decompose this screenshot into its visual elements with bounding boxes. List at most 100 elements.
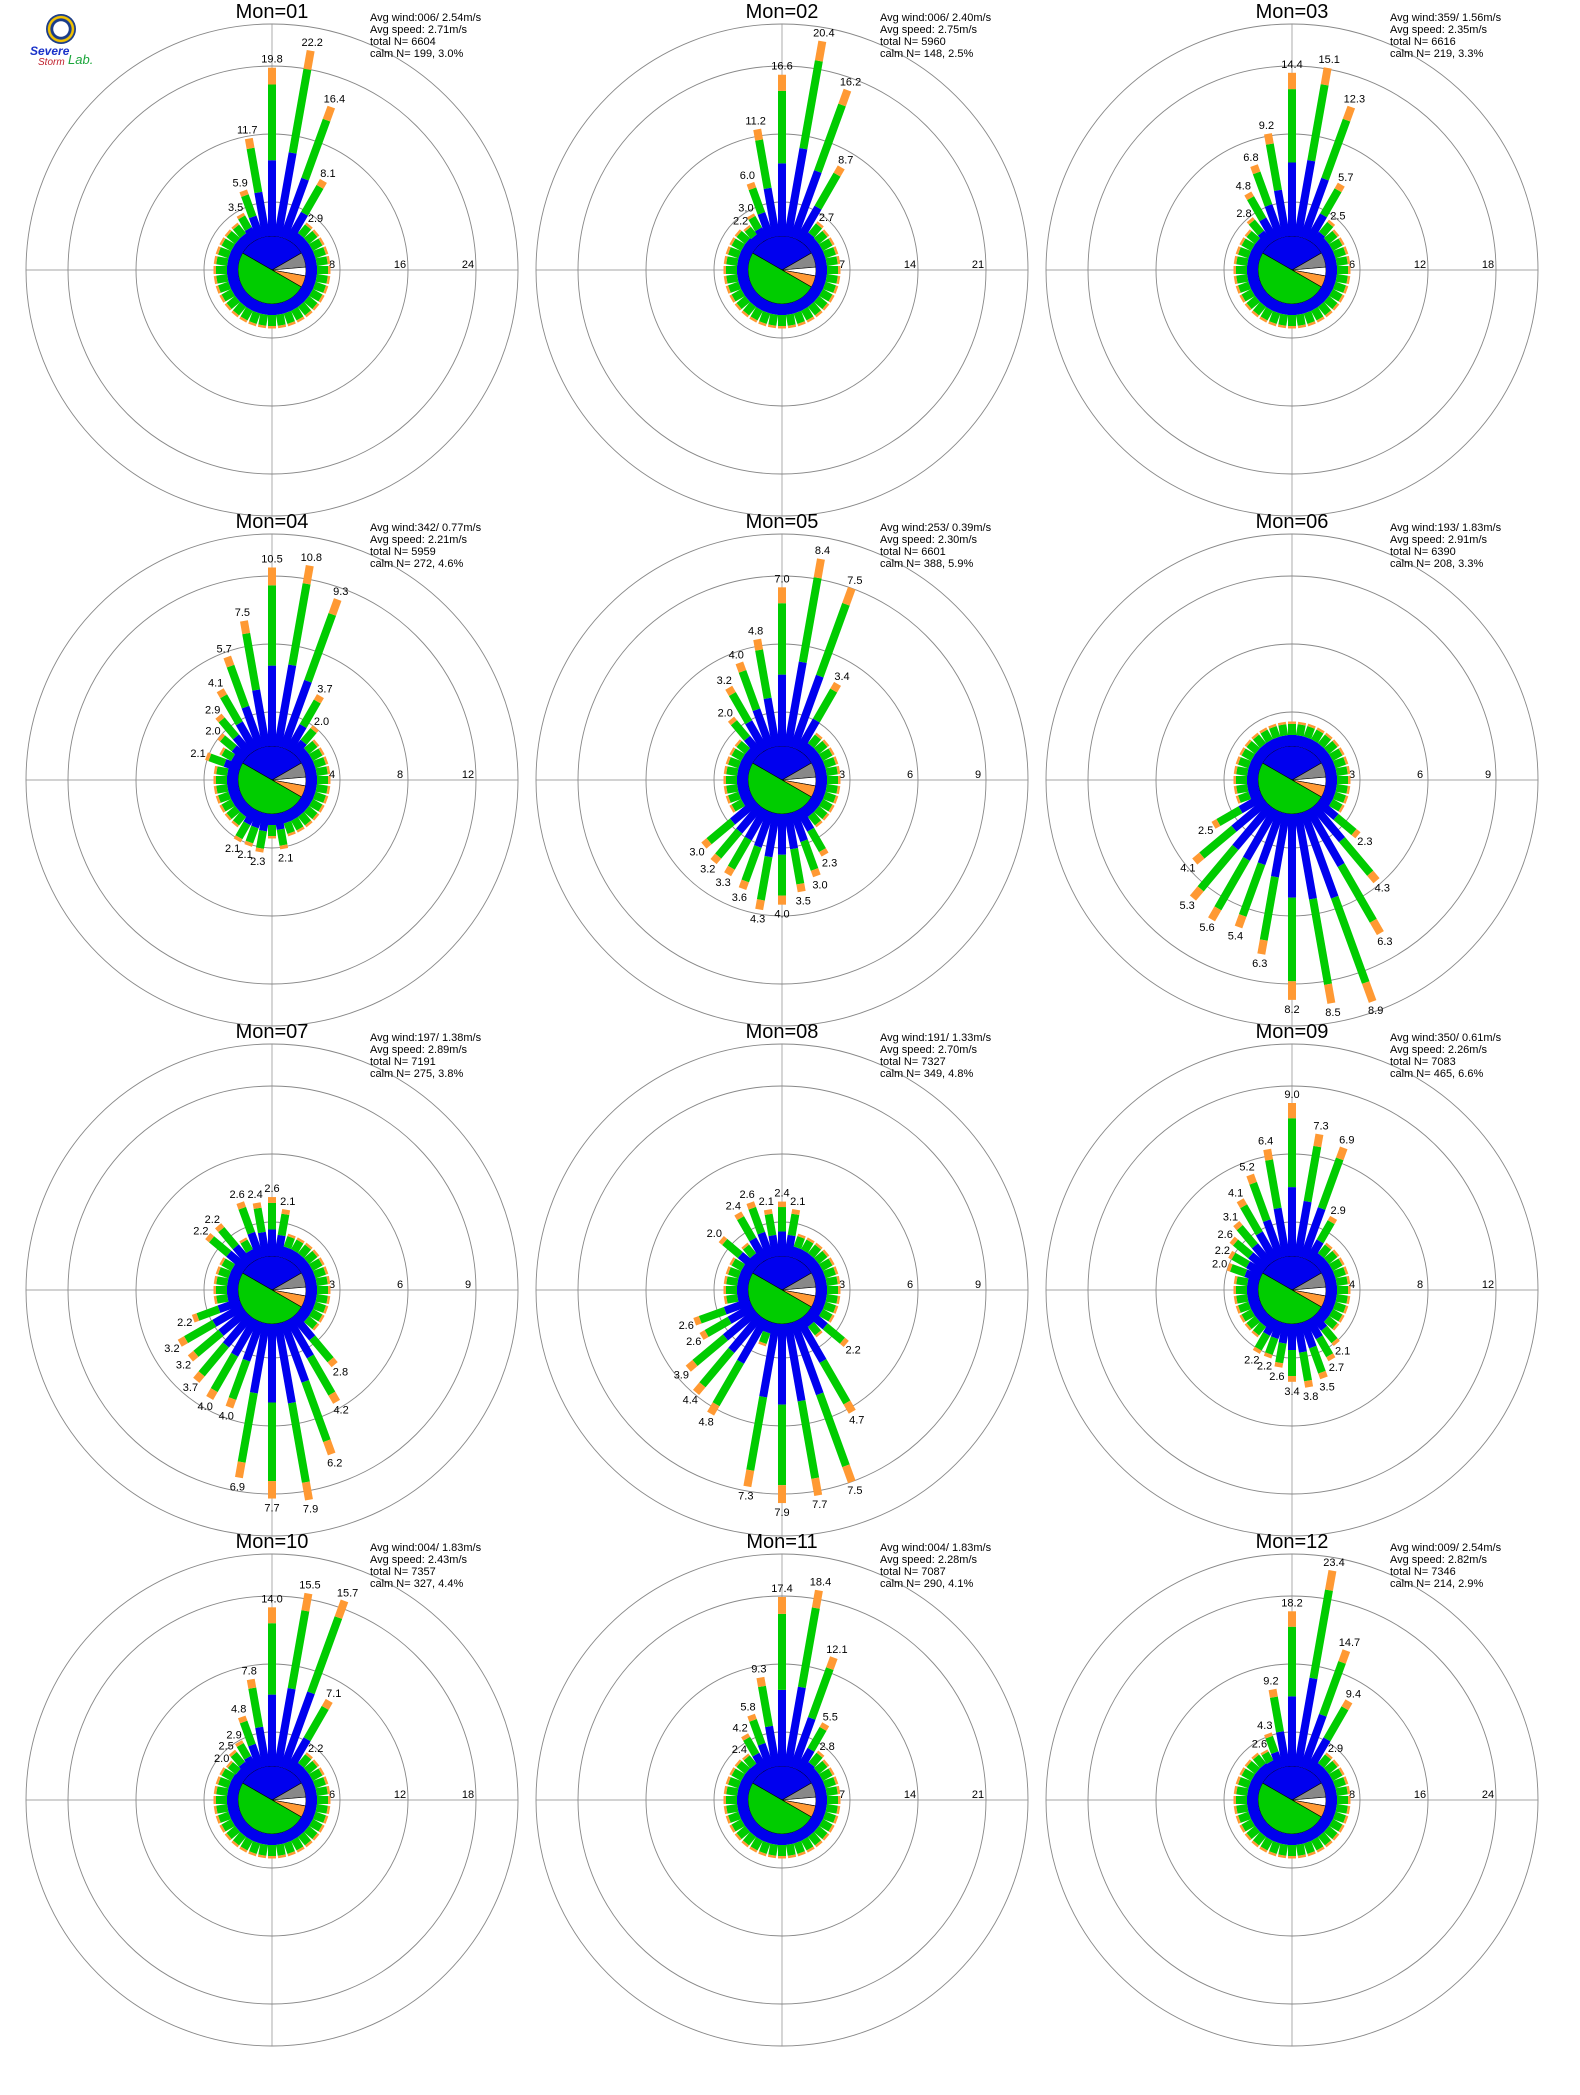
spoke-segment-blue xyxy=(788,1235,792,1256)
spoke-segment-green xyxy=(1336,260,1347,262)
spoke-value-label: 4.2 xyxy=(333,1405,348,1417)
spoke-segment-green xyxy=(1313,1590,1329,1678)
spoke-segment-blue xyxy=(794,302,798,312)
spoke-segment-green xyxy=(1336,1790,1347,1792)
spoke-segment-orange xyxy=(744,313,746,315)
spoke-segment-green xyxy=(1307,312,1311,322)
spoke-segment-orange xyxy=(738,1213,741,1218)
spoke-segment-green xyxy=(763,1842,767,1852)
spoke-segment-orange xyxy=(1264,1751,1265,1753)
spoke-value-label: 16.2 xyxy=(840,77,861,89)
spoke-segment-green xyxy=(295,1839,301,1849)
spoke-segment-green xyxy=(739,1764,747,1771)
spoke-segment-green xyxy=(244,1241,250,1251)
spoke-segment-orange xyxy=(1239,915,1243,927)
spoke-segment-blue xyxy=(1275,1753,1281,1768)
spoke-value-label: 2.4 xyxy=(774,1188,789,1200)
spoke-value-label: 3.1 xyxy=(1223,1212,1238,1224)
spoke-segment-orange xyxy=(1241,1318,1243,1319)
spoke-segment-orange xyxy=(1254,1333,1256,1335)
spoke-segment-green xyxy=(262,314,264,325)
panel-title: Mon=09 xyxy=(1256,1021,1329,1043)
spoke-segment-orange xyxy=(1237,289,1239,290)
spoke-segment-blue xyxy=(738,276,749,278)
spoke-segment-green xyxy=(287,822,291,832)
spoke-segment-orange xyxy=(327,107,332,120)
spoke-segment-green xyxy=(236,814,243,822)
spoke-segment-green xyxy=(739,744,747,751)
spoke-segment-green xyxy=(1239,1781,1249,1785)
spoke-segment-green xyxy=(307,1708,325,1739)
spoke-segment-orange xyxy=(1341,1318,1343,1319)
ring-label: 8 xyxy=(397,769,403,781)
spoke-segment-green xyxy=(1334,1781,1344,1785)
spoke-segment-orange xyxy=(243,1849,244,1851)
spoke-segment-green xyxy=(1237,788,1248,790)
spoke-segment-orange xyxy=(825,232,827,234)
spoke-segment-blue xyxy=(264,1833,266,1844)
info-line: calm N= 219, 3.3% xyxy=(1390,48,1483,60)
spoke-segment-green xyxy=(1249,1319,1257,1326)
spoke-segment-green xyxy=(1249,1764,1257,1771)
spoke-segment-orange xyxy=(1267,1149,1269,1160)
spoke-segment-orange xyxy=(218,716,221,720)
spoke-segment-orange xyxy=(815,1478,818,1495)
spoke-segment-orange xyxy=(217,799,219,800)
spoke-segment-green xyxy=(223,242,233,248)
spoke-segment-orange xyxy=(221,751,223,752)
spoke-segment-green xyxy=(826,1790,837,1792)
spoke-value-label: 9.0 xyxy=(1284,1089,1299,1101)
spoke-segment-orange xyxy=(1311,725,1312,727)
spoke-segment-green xyxy=(811,1834,818,1842)
spoke-segment-orange xyxy=(1345,760,1347,761)
spoke-segment-orange xyxy=(801,323,802,325)
spoke-segment-green xyxy=(253,312,257,322)
spoke-segment-blue xyxy=(1298,1323,1303,1352)
spoke-segment-green xyxy=(1256,737,1263,745)
spoke-segment-green xyxy=(217,278,228,280)
spoke-value-label: 2.0 xyxy=(214,1753,229,1765)
spoke-segment-orange xyxy=(757,639,759,650)
spoke-value-label: 2.1 xyxy=(225,843,240,855)
info-line: Avg wind:004/ 1.83m/s xyxy=(880,1542,992,1554)
spoke-segment-orange xyxy=(300,1849,301,1851)
spoke-segment-green xyxy=(1300,725,1302,736)
spoke-value-label: 8.7 xyxy=(838,155,853,167)
spoke-segment-green xyxy=(1243,1772,1253,1778)
spoke-segment-blue xyxy=(1324,765,1334,769)
spoke-segment-green xyxy=(314,795,324,799)
spoke-segment-orange xyxy=(746,228,747,230)
spoke-segment-green xyxy=(293,69,308,153)
spoke-segment-orange xyxy=(1272,1853,1273,1855)
spoke-segment-orange xyxy=(831,241,833,242)
spoke-value-label: 9.4 xyxy=(1346,1689,1361,1701)
spoke-segment-orange xyxy=(835,760,837,761)
spoke-segment-orange xyxy=(1247,306,1249,308)
spoke-segment-green xyxy=(820,604,846,676)
spoke-segment-blue xyxy=(305,1792,316,1794)
spoke-segment-blue xyxy=(740,1812,750,1816)
spoke-segment-green xyxy=(223,752,233,758)
spoke-value-label: 12.1 xyxy=(826,1644,847,1656)
spoke-segment-green xyxy=(217,788,228,790)
spoke-value-label: 3.5 xyxy=(1319,1381,1334,1393)
spoke-segment-orange xyxy=(825,1836,827,1838)
spoke-segment-orange xyxy=(731,808,733,809)
spoke-segment-orange xyxy=(842,90,847,105)
spoke-segment-green xyxy=(816,1764,824,1771)
spoke-segment-orange xyxy=(1237,760,1239,761)
spoke-segment-green xyxy=(826,1280,837,1282)
spoke-segment-orange xyxy=(847,1402,852,1411)
spoke-segment-green xyxy=(772,314,774,325)
spoke-segment-orange xyxy=(727,250,729,251)
spoke-segment-green xyxy=(820,1394,846,1466)
spoke-segment-green xyxy=(229,809,237,816)
spoke-segment-green xyxy=(752,189,761,214)
ring-label: 21 xyxy=(972,259,984,271)
spoke-segment-green xyxy=(750,1397,763,1470)
spoke-value-label: 7.0 xyxy=(774,573,789,585)
spoke-segment-orange xyxy=(1254,166,1257,173)
spoke-segment-green xyxy=(1269,1338,1275,1354)
